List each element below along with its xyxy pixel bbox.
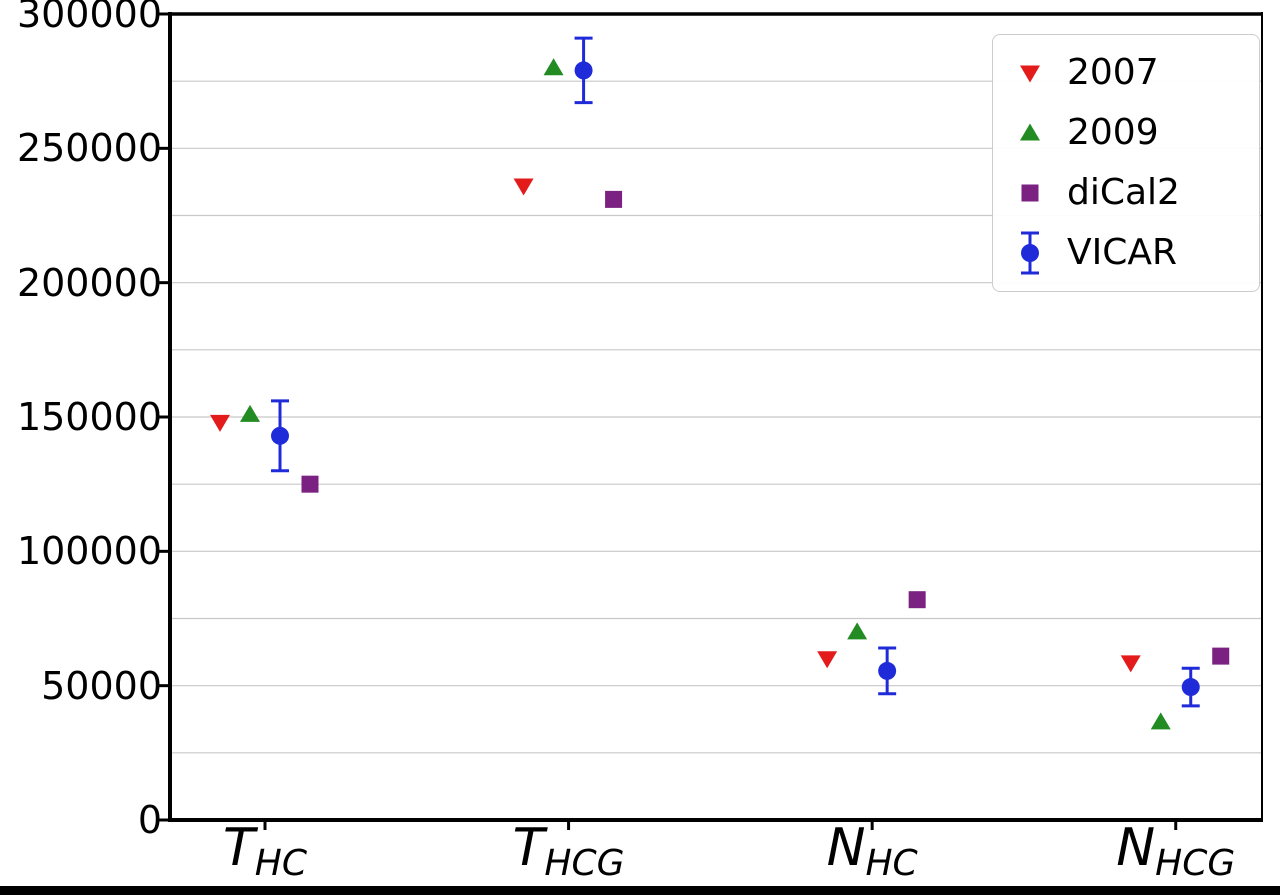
legend-label: 2007	[1067, 52, 1159, 93]
square-icon	[993, 167, 1067, 219]
marker-2009	[847, 622, 868, 640]
legend-label: 2009	[1067, 112, 1159, 153]
x-label-subscript: HCG	[544, 843, 625, 884]
bottom-bar	[0, 886, 1280, 895]
x-tick-label: NHC	[827, 822, 918, 882]
marker-diCal2	[908, 591, 926, 609]
x-label-main: T	[223, 818, 255, 878]
legend-square	[1021, 184, 1039, 202]
x-label-subscript: HC	[865, 843, 918, 884]
y-tick-label: 0	[137, 798, 162, 842]
legend: 2007 2009 diCal2 VICAR	[992, 34, 1260, 292]
legend-circle	[1021, 244, 1039, 262]
x-label-main: N	[826, 818, 866, 878]
marker-VICAR	[574, 61, 593, 80]
marker-diCal2	[605, 190, 623, 208]
triangle-down-icon	[993, 47, 1067, 99]
legend-entry-VICAR: VICAR	[993, 223, 1259, 283]
legend-triangle-down	[1020, 65, 1040, 83]
legend-label: diCal2	[1067, 172, 1180, 213]
legend-label: VICAR	[1067, 232, 1178, 273]
marker-diCal2	[301, 475, 319, 493]
circle-icon	[993, 227, 1067, 279]
marker-2009	[1150, 712, 1171, 730]
x-label-main: T	[512, 818, 545, 878]
marker-2009	[240, 404, 261, 422]
x-tick-label: THC	[223, 822, 307, 882]
marker-VICAR	[271, 426, 290, 445]
y-tick-label: 250000	[16, 126, 162, 171]
x-label-subscript: HCG	[1155, 843, 1236, 884]
y-tick-label: 150000	[16, 395, 162, 439]
x-tick-label: NHCG	[1116, 822, 1235, 882]
legend-triangle-up	[1020, 123, 1040, 141]
x-tick-label: THCG	[513, 822, 625, 882]
y-tick-label: 100000	[16, 529, 162, 574]
marker-2007	[210, 414, 231, 432]
x-label-subscript: HC	[254, 843, 307, 884]
legend-entry-diCal2: diCal2	[993, 163, 1259, 223]
y-tick-label: 300000	[16, 0, 162, 36]
marker-2007	[513, 178, 534, 196]
y-tick-label: 50000	[41, 663, 162, 708]
y-tick-label: 200000	[16, 260, 162, 305]
marker-2009	[543, 58, 564, 76]
marker-2007	[817, 651, 838, 669]
marker-VICAR	[878, 661, 897, 680]
x-label-main: N	[1116, 818, 1156, 878]
marker-VICAR	[1181, 678, 1200, 697]
marker-diCal2	[1212, 647, 1230, 665]
legend-entry-2007: 2007	[993, 43, 1259, 103]
triangle-up-icon	[993, 107, 1067, 159]
marker-2007	[1120, 655, 1141, 673]
legend-entry-2009: 2009	[993, 103, 1259, 163]
